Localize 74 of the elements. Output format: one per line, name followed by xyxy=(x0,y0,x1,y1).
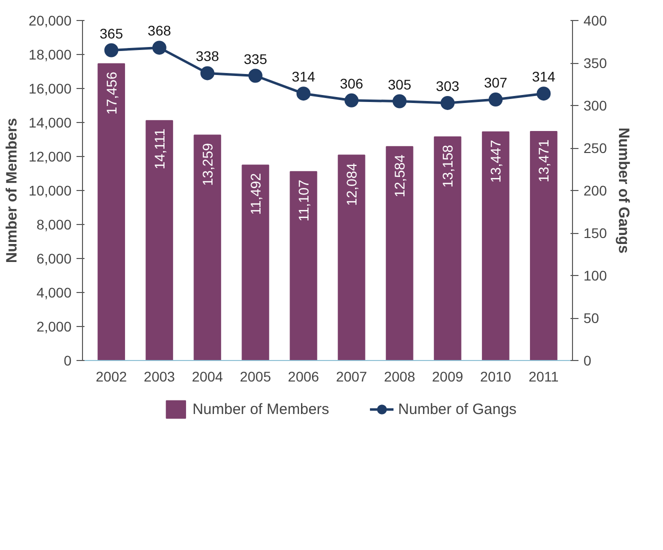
point xyxy=(248,68,262,83)
y-tick-label: 0 xyxy=(64,352,72,368)
y-axis-title: Number of Members xyxy=(4,118,21,264)
y-tick-label: 14,000 xyxy=(28,114,72,130)
data-label: 13,259 xyxy=(199,142,216,186)
y-tick-label: 16,000 xyxy=(28,80,72,96)
y2-tick-label: 400 xyxy=(584,12,608,28)
bar xyxy=(482,131,510,360)
point xyxy=(488,92,503,107)
data-label: 306 xyxy=(340,75,364,92)
point xyxy=(344,93,359,108)
data-label: 17,456 xyxy=(103,72,120,115)
bar xyxy=(290,171,318,360)
point xyxy=(104,43,118,58)
data-label: 368 xyxy=(148,22,172,39)
bar xyxy=(530,130,558,360)
bar xyxy=(98,63,126,360)
data-label: 303 xyxy=(436,78,460,94)
x-tick-label: 2006 xyxy=(288,368,320,384)
point xyxy=(536,86,551,101)
data-label: 14,111 xyxy=(151,128,168,170)
bar xyxy=(386,146,414,360)
data-label: 11,107 xyxy=(295,179,312,222)
y-tick-label: 2,000 xyxy=(36,318,72,334)
x-tick-label: 2005 xyxy=(240,368,272,384)
y2-tick-label: 50 xyxy=(584,310,600,326)
x-tick-label: 2008 xyxy=(384,368,416,384)
y2-tick-label: 250 xyxy=(584,140,608,156)
y2-tick-label: 100 xyxy=(584,268,608,284)
y-tick-label: 12,000 xyxy=(28,148,72,164)
x-tick-label: 2009 xyxy=(432,368,464,384)
x-tick-label: 2010 xyxy=(480,368,512,384)
data-label: 12,084 xyxy=(344,162,360,206)
legend-label: Number of Members xyxy=(192,400,330,418)
legend-label: Number of Gangs xyxy=(398,400,517,418)
y-tick-label: 8,000 xyxy=(36,216,72,232)
y-tick-label: 4,000 xyxy=(36,284,72,300)
point xyxy=(152,40,166,55)
data-label: 365 xyxy=(100,25,124,42)
y2-tick-label: 350 xyxy=(584,55,608,71)
point xyxy=(200,66,214,80)
data-label: 13,471 xyxy=(536,139,552,182)
data-label: 314 xyxy=(292,68,316,85)
y2-tick-label: 150 xyxy=(584,225,608,241)
data-label: 338 xyxy=(196,48,220,64)
data-label: 335 xyxy=(244,50,268,67)
x-tick-label: 2002 xyxy=(96,368,128,384)
data-label: 305 xyxy=(388,76,412,92)
y2-tick-label: 200 xyxy=(584,182,608,198)
data-label: 13,158 xyxy=(440,144,456,188)
x-tick-label: 2003 xyxy=(144,368,176,384)
data-label: 11,492 xyxy=(247,172,264,215)
y2-axis-title: Number of Gangs xyxy=(614,128,632,254)
data-label: 307 xyxy=(484,74,508,91)
point xyxy=(392,94,407,108)
y2-tick-label: 0 xyxy=(584,352,592,368)
bar xyxy=(194,134,222,360)
data-label: 314 xyxy=(532,68,556,85)
data-label: 13,447 xyxy=(488,140,504,183)
y-tick-label: 20,000 xyxy=(28,12,72,28)
y-tick-label: 18,000 xyxy=(28,46,72,62)
x-tick-label: 2011 xyxy=(528,368,559,384)
y-tick-label: 6,000 xyxy=(36,250,72,266)
bar xyxy=(338,154,366,360)
bar xyxy=(146,120,174,360)
x-tick-label: 2007 xyxy=(336,368,368,384)
y2-tick-label: 300 xyxy=(584,98,608,114)
x-tick-label: 2004 xyxy=(192,368,224,384)
bar xyxy=(434,136,462,360)
point xyxy=(440,96,455,110)
bar xyxy=(242,164,270,360)
point xyxy=(296,86,310,101)
data-label: 12,584 xyxy=(392,154,408,198)
y-tick-label: 10,000 xyxy=(28,182,72,198)
